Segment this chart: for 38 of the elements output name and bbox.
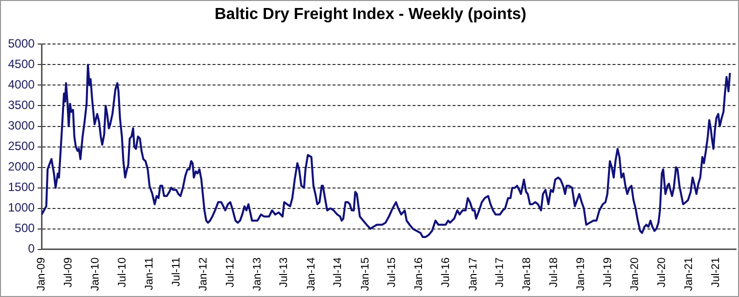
x-tick-label: Jan-10 [90,257,102,292]
x-tick-label: Jul-17 [494,257,506,288]
y-tick-label: 4000 [8,78,36,92]
y-tick-label: 500 [14,221,36,236]
y-tick-label: 3000 [8,118,36,133]
chart-title: Baltic Dry Freight Index - Weekly (points) [214,6,526,24]
x-tick-label: Jan-09 [36,257,48,292]
x-tick-label: Jan-19 [575,257,588,292]
x-tick-label: Jan-15 [359,257,372,292]
x-tick-label: Jan-18 [521,257,534,292]
y-tick-label: 3500 [8,98,36,112]
y-tick-label: 4500 [8,57,36,72]
x-tick-label: Jan-12 [197,257,210,292]
x-tick-label: Jul-10 [116,257,128,288]
x-tick-label: Jul-12 [224,257,236,288]
x-tick-label: Jul-21 [710,257,722,288]
x-tick-label: Jul-18 [548,257,560,288]
y-tick-label: 5000 [8,36,36,51]
x-tick-label: Jul-16 [440,257,452,288]
y-tick-label: 1000 [8,200,36,215]
x-tick-label: Jan-20 [629,257,642,292]
y-tick-label: 2000 [8,160,36,174]
x-tick-label: Jul-14 [332,257,344,288]
x-tick-label: Jan-13 [252,257,264,292]
y-tick-label: 2500 [8,139,36,154]
x-tick-label: Jul-13 [278,257,290,288]
y-tick-label: 0 [28,242,36,256]
x-tick-label: Jan-14 [305,257,318,292]
x-tick-label: Jul-11 [170,257,182,287]
x-tick-label: Jan-11 [144,257,156,290]
x-tick-label: Jul-15 [386,257,398,288]
x-tick-label: Jul-19 [602,257,614,288]
x-tick-label: Jan-16 [413,257,426,292]
x-tick-label: Jan-21 [683,257,696,292]
x-tick-label: Jul-20 [656,257,668,288]
x-tick-label: Jan-17 [467,257,480,292]
x-tick-label: Jul-09 [62,257,74,288]
y-tick-label: 1500 [8,180,36,194]
